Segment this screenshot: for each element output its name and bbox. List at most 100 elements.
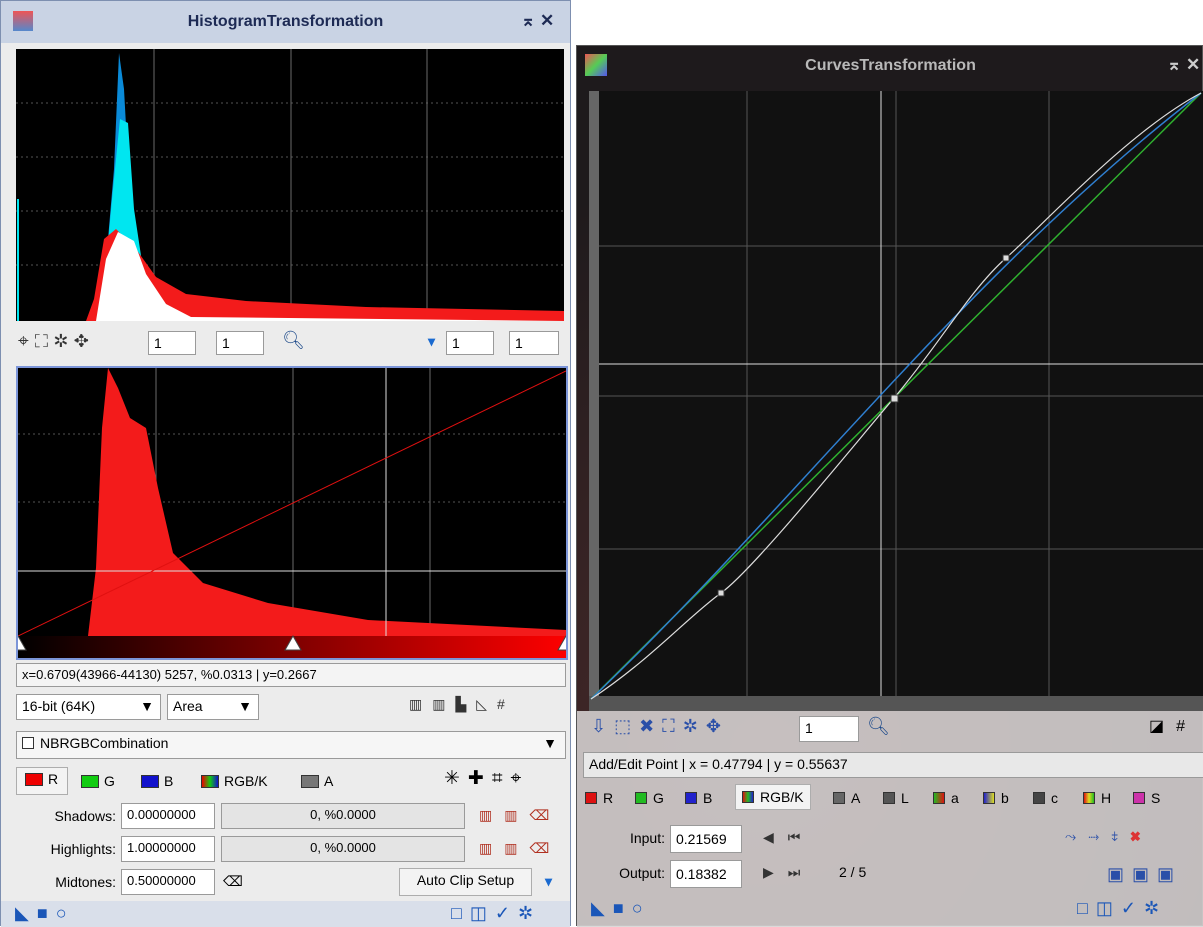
- auto-clip-button[interactable]: Auto Clip Setup: [399, 868, 532, 896]
- zoom-y[interactable]: 1: [216, 331, 264, 355]
- channel-a[interactable]: A: [301, 773, 333, 789]
- process-icons[interactable]: ◣■○: [591, 898, 651, 919]
- channel-label: S: [1151, 790, 1160, 806]
- output-label: Output:: [577, 865, 665, 881]
- collapse-icon[interactable]: ▾: [428, 333, 435, 350]
- curves-graph: [589, 91, 1203, 711]
- channel-button[interactable]: c: [1033, 790, 1058, 806]
- zoom-x[interactable]: 1: [148, 331, 196, 355]
- output-value[interactable]: 0.18382: [670, 860, 742, 888]
- point-tools[interactable]: ⤳⤑⇟✖: [1065, 828, 1153, 845]
- zoom-icon[interactable]: 🔍︎: [282, 330, 305, 351]
- channel-swatch: [883, 792, 895, 804]
- channel-label: a: [951, 790, 959, 806]
- bottom-bar: ◣■○ □◫✓✲: [1, 901, 570, 927]
- channel-swatch: [833, 792, 845, 804]
- zoom-y2[interactable]: 1: [509, 331, 559, 355]
- zoom-icons[interactable]: ⌖⛶✲✥: [18, 331, 95, 353]
- channel-swatch: [742, 791, 754, 803]
- channel-swatch: [1083, 792, 1095, 804]
- channel-label: A: [851, 790, 860, 806]
- page: HistogramTransformation ⌅ ✕ ⌖⛶✲✥ 1 1 🔍︎ …: [0, 0, 1203, 926]
- graph-icons[interactable]: ▥▥▙◺#: [409, 696, 515, 713]
- channel-swatch: [933, 792, 945, 804]
- channel-row: R G B RGB/K A ✳✚⌗⌖: [16, 767, 566, 795]
- channel-rgbk[interactable]: RGB/K: [201, 773, 268, 789]
- midtones-label: Midtones:: [16, 874, 116, 890]
- histogram-graph: [16, 366, 568, 660]
- histogram-window: HistogramTransformation ⌅ ✕ ⌖⛶✲✥ 1 1 🔍︎ …: [0, 0, 571, 926]
- channel-button[interactable]: R: [585, 790, 613, 806]
- channel-label: R: [48, 771, 58, 787]
- zoom-x2[interactable]: 1: [446, 331, 494, 355]
- shadow-tools[interactable]: ▥▥⌫: [479, 807, 561, 824]
- window-title: HistogramTransformation: [1, 13, 570, 31]
- highlights-clip: 0, %0.0000: [221, 836, 465, 862]
- channel-label: RGB/K: [224, 773, 268, 789]
- mode-icons[interactable]: ▣▣▣: [1107, 864, 1182, 885]
- graph-style-combo[interactable]: Area▼: [167, 694, 259, 720]
- title-bar: HistogramTransformation ⌅ ✕: [1, 1, 570, 43]
- expand-icon[interactable]: ▾: [545, 873, 552, 890]
- channel-button[interactable]: A: [833, 790, 860, 806]
- process-icons[interactable]: ◣■○: [15, 903, 75, 924]
- midtones-reset[interactable]: ⌫: [223, 873, 243, 890]
- highlight-tools[interactable]: ▥▥⌫: [479, 840, 561, 857]
- reset-icons[interactable]: ✳✚⌗⌖: [444, 767, 529, 790]
- curves-window: CurvesTransformation ⌅ ✕ ⇩⬚✖⛶✲✥ 1 🔍︎ ◪# …: [576, 45, 1203, 926]
- channel-label: RGB/K: [760, 789, 804, 805]
- next-buttons[interactable]: ▶⏭: [763, 864, 814, 881]
- highlights-value[interactable]: 1.00000000: [121, 836, 215, 862]
- channel-swatch: [1033, 792, 1045, 804]
- channel-button[interactable]: B: [685, 790, 712, 806]
- channel-label: b: [1001, 790, 1009, 806]
- display-icons[interactable]: ◪#: [1149, 716, 1197, 736]
- bit-depth-combo[interactable]: 16-bit (64K)▼: [16, 694, 161, 720]
- prev-buttons[interactable]: ◀⏮: [763, 829, 814, 846]
- channel-button[interactable]: RGB/K: [735, 784, 811, 810]
- channel-button[interactable]: L: [883, 790, 909, 806]
- window-controls[interactable]: ⌅ ✕: [521, 11, 554, 31]
- point-index: 2 / 5: [839, 864, 866, 880]
- channel-button[interactable]: G: [635, 790, 664, 806]
- curves-controls: [577, 711, 1203, 927]
- channel-r[interactable]: R: [16, 767, 68, 795]
- channel-b[interactable]: B: [141, 773, 173, 789]
- shadows-value[interactable]: 0.00000000: [121, 803, 215, 829]
- input-value[interactable]: 0.21569: [670, 825, 742, 853]
- channel-button[interactable]: S: [1133, 790, 1160, 806]
- channel-label: c: [1051, 790, 1058, 806]
- channel-swatch: [635, 792, 647, 804]
- curve-tools[interactable]: ⇩⬚✖⛶✲✥: [591, 716, 729, 737]
- apply-icons[interactable]: □◫✓✲: [451, 903, 541, 924]
- channel-swatch: [685, 792, 697, 804]
- channel-label: G: [104, 773, 115, 789]
- channel-swatch: [983, 792, 995, 804]
- channel-label: B: [703, 790, 712, 806]
- shadows-clip: 0, %0.0000: [221, 803, 465, 829]
- zoom-toolbar: ⌖⛶✲✥ 1 1 🔍︎ ▾ 1 1: [16, 329, 564, 357]
- view-name: NBRGBCombination: [40, 735, 168, 751]
- channel-g[interactable]: G: [81, 773, 115, 789]
- curves-zoom[interactable]: 1: [799, 716, 859, 742]
- window-controls[interactable]: ⌅ ✕: [1167, 55, 1200, 75]
- curves-readout: Add/Edit Point | x = 0.47794 | y = 0.556…: [583, 752, 1203, 778]
- channel-label: L: [901, 790, 909, 806]
- channel-label: R: [603, 790, 613, 806]
- bit-depth: 16-bit (64K): [22, 698, 95, 714]
- graph-style: Area: [173, 698, 203, 714]
- channel-label: A: [324, 773, 333, 789]
- view-combo[interactable]: NBRGBCombination▼: [16, 731, 566, 759]
- apply-icons[interactable]: □◫✓✲: [1077, 898, 1167, 919]
- cursor-readout: x=0.6709(43966-44130) 5257, %0.0313 | y=…: [16, 663, 566, 687]
- window-title: CurvesTransformation: [577, 57, 1203, 75]
- channel-button[interactable]: H: [1083, 790, 1111, 806]
- midtones-value[interactable]: 0.50000000: [121, 869, 215, 895]
- zoom-icon[interactable]: 🔍︎: [867, 716, 890, 737]
- channel-button[interactable]: b: [983, 790, 1009, 806]
- channel-swatch: [585, 792, 597, 804]
- channel-button[interactable]: a: [933, 790, 959, 806]
- channel-swatch: [1133, 792, 1145, 804]
- channel-label: H: [1101, 790, 1111, 806]
